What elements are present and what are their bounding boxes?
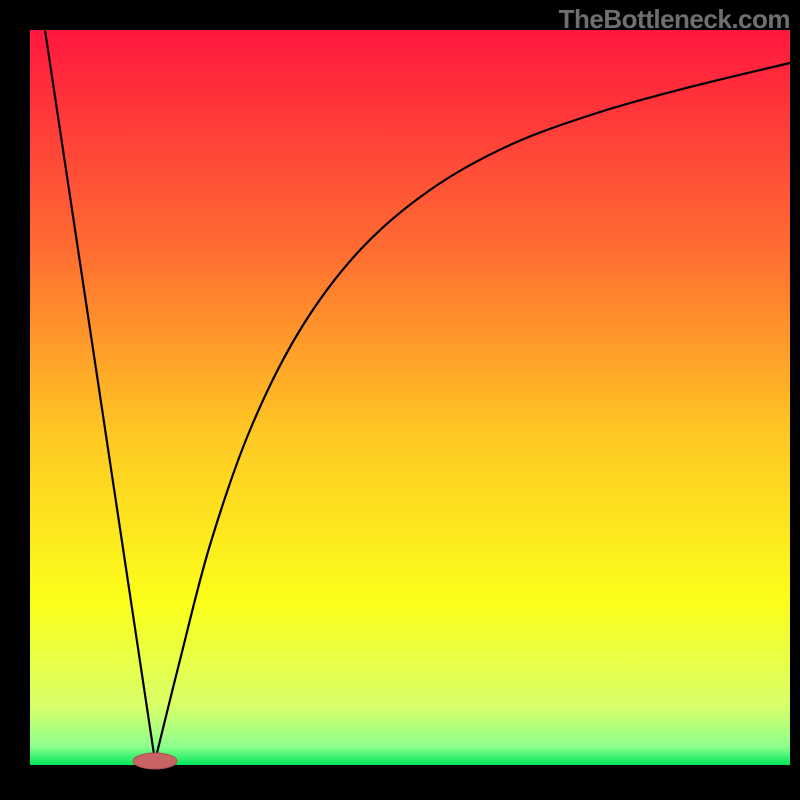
optimum-marker [133,753,177,769]
chart-container: { "watermark": "TheBottleneck.com", "cha… [0,0,800,800]
bottleneck-chart [0,0,800,800]
watermark-text: TheBottleneck.com [559,4,790,35]
gradient-background [30,30,790,765]
